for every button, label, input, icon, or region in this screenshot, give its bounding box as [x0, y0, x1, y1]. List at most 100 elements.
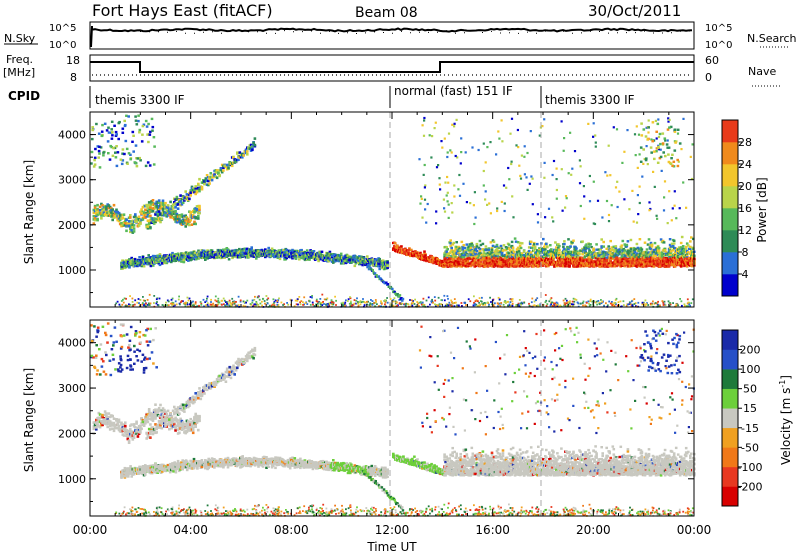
heatmap-cell	[123, 119, 126, 123]
heatmap-cell	[106, 140, 110, 143]
heatmap-cell	[128, 259, 131, 262]
heatmap-cell	[149, 204, 152, 207]
heatmap-cell	[102, 208, 106, 212]
heatmap-cell	[151, 129, 154, 132]
heatmap-cell	[329, 253, 333, 256]
heatmap-cell	[529, 240, 533, 243]
heatmap-cell	[110, 211, 113, 215]
heatmap-cell	[217, 171, 220, 175]
heatmap-cell	[118, 120, 121, 124]
heatmap-cell	[135, 165, 139, 168]
cpid-segment-1: themis 3300 IF	[95, 93, 185, 107]
heatmap-cell	[157, 210, 161, 213]
heatmap-cell	[132, 230, 136, 233]
heatmap-cell	[140, 264, 144, 268]
heatmap-cell	[544, 248, 547, 251]
noise-strip: N.Sky 10^5 10^0 10^5 10^0 N.Search	[4, 21, 797, 51]
heatmap-cell	[98, 152, 101, 155]
heatmap-cell	[134, 213, 137, 216]
heatmap-cell	[200, 187, 204, 191]
heatmap-cell	[107, 206, 111, 210]
heatmap-cell	[278, 257, 282, 261]
heatmap-cell	[151, 125, 155, 129]
heatmap-cell	[152, 136, 156, 139]
heatmap-cell	[108, 158, 112, 161]
frequency-label-line1: Freq.	[6, 53, 33, 66]
heatmap-cell	[394, 242, 397, 245]
heatmap-cell	[145, 204, 148, 208]
heatmap-cell	[214, 251, 217, 254]
heatmap-cell	[98, 205, 102, 209]
heatmap-cell	[150, 117, 154, 121]
frequency-left-tick-bottom: 8	[70, 71, 77, 84]
heatmap-cell	[92, 211, 96, 215]
heatmap-cell	[495, 243, 499, 247]
cpid-segment-3: themis 3300 IF	[545, 93, 635, 107]
heatmap-cell	[194, 258, 198, 261]
heatmap-cell	[187, 259, 190, 262]
heatmap-cell	[131, 130, 135, 134]
heatmap-cell	[308, 258, 311, 261]
heatmap-cell	[487, 248, 491, 252]
heatmap-cell	[158, 253, 162, 256]
heatmap-cell	[520, 242, 524, 245]
heatmap-cell	[126, 162, 129, 165]
heatmap-cell	[222, 169, 225, 172]
heatmap-cell	[377, 265, 380, 268]
heatmap-cell	[140, 208, 143, 211]
heatmap-cell	[144, 208, 147, 212]
heatmap-cell	[115, 133, 118, 136]
heatmap-cell	[93, 204, 97, 208]
heatmap-cell	[575, 247, 578, 250]
heatmap-cell	[198, 211, 201, 215]
heatmap-cell	[238, 151, 242, 154]
heatmap-cell	[530, 246, 534, 249]
heatmap-cell	[157, 199, 161, 202]
heatmap-cell	[339, 252, 343, 255]
heatmap-cell	[189, 210, 192, 214]
heatmap-cell	[114, 130, 118, 134]
heatmap-cell	[118, 213, 122, 217]
heatmap-cell	[478, 249, 482, 253]
heatmap-cell	[121, 148, 125, 151]
heatmap-cell	[251, 148, 254, 152]
heatmap-cell	[312, 250, 316, 253]
heatmap-cell	[164, 201, 167, 205]
heatmap-cell	[107, 152, 110, 155]
heatmap-cell	[120, 162, 124, 166]
heatmap-cell	[386, 264, 389, 268]
frequency-left-tick-top: 18	[66, 54, 80, 67]
heatmap-cell	[484, 245, 488, 248]
heatmap-cell	[572, 239, 575, 242]
heatmap-cell	[210, 178, 214, 182]
heatmap-cell	[93, 156, 97, 159]
heatmap-cell	[152, 163, 156, 166]
heatmap-cell	[528, 242, 532, 246]
heatmap-cell	[151, 254, 155, 258]
heatmap-cell	[110, 215, 113, 218]
heatmap-cell	[129, 227, 132, 231]
heatmap-cell	[218, 173, 221, 177]
heatmap-cell	[148, 133, 152, 136]
heatmap-cell	[103, 212, 107, 216]
heatmap-cell	[154, 254, 157, 258]
heatmap-cell	[332, 261, 335, 264]
heatmap-cell	[195, 208, 199, 212]
heatmap-cell	[607, 245, 610, 248]
heatmap-cell	[115, 145, 118, 148]
heatmap-cell	[124, 139, 128, 143]
heatmap-cell	[545, 242, 548, 246]
heatmap-cell	[125, 114, 128, 117]
heatmap-cell	[91, 126, 94, 129]
heatmap-cell	[135, 123, 139, 126]
heatmap-cell	[149, 206, 152, 209]
nave-right-tick-bottom: 0	[705, 71, 712, 84]
heatmap-cell	[181, 256, 184, 259]
heatmap-cell	[362, 256, 366, 259]
heatmap-cell	[325, 254, 328, 258]
heatmap-cell	[134, 115, 137, 118]
heatmap-cell	[107, 210, 111, 213]
heatmap-cell	[255, 257, 258, 260]
heatmap-cell	[102, 211, 106, 214]
heatmap-cell	[319, 252, 323, 255]
